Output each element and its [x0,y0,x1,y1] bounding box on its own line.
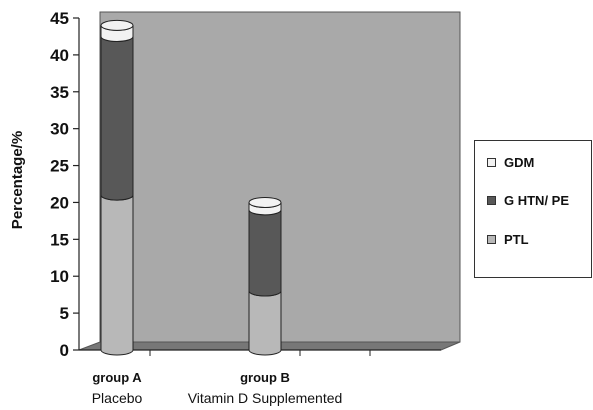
bar-top-cap [248,196,282,208]
y-tick-label: 20 [50,193,69,212]
x-labels: group A Placebo group B Vitamin D Supplemen… [92,370,343,406]
y-tick-label: 35 [50,83,69,102]
x-category-label: group A [92,370,142,385]
bars [100,19,282,356]
legend-swatch [487,235,496,244]
y-tick-label: 15 [50,230,69,249]
bar-segment-g-htn-pe [100,36,134,201]
legend-label: G HTN/ PE [504,193,570,208]
x-category-label: group B [240,370,290,385]
legend-item: G HTN/ PE [487,193,569,208]
bar-segment-ptl [248,290,282,356]
y-axis-label: Percentage/% [9,131,26,229]
x-category-sublabel: Vitamin D Supplemented [188,390,343,406]
y-tick-label: 5 [60,304,69,323]
bar-segment-g-htn-pe [248,209,282,297]
x-category-sublabel: Placebo [92,390,143,406]
y-tick-label: 40 [50,46,69,65]
y-tick-label: 0 [60,341,69,360]
y-tick-label: 25 [50,157,69,176]
legend-item: GDM [487,155,534,170]
legend: GDM G HTN/ PE PTL [474,140,592,278]
legend-label: PTL [504,232,529,247]
bar-segment-ptl [100,194,134,356]
legend-swatch [487,158,496,167]
legend-label: GDM [504,155,535,170]
legend-swatch [487,196,496,205]
y-tick-label: 10 [50,267,69,286]
y-tick-label: 30 [50,120,69,139]
legend-item: PTL [487,232,529,247]
bar-top-cap [100,19,134,31]
y-ticks: 0 5 10 15 20 25 30 35 40 45 [50,9,371,360]
y-tick-label: 45 [50,9,69,28]
